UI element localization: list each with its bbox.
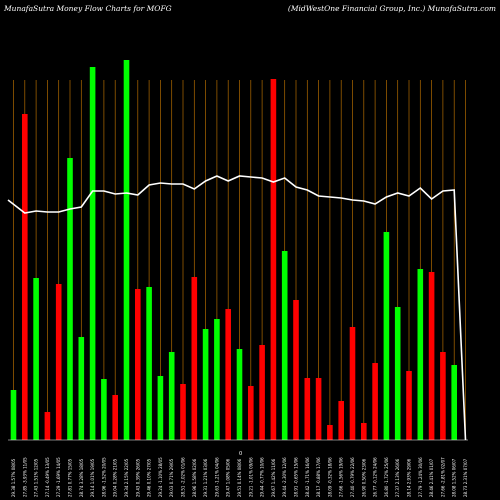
money-flow-bar (191, 277, 198, 440)
money-flow-bar (293, 300, 299, 440)
money-flow-bar (146, 287, 152, 440)
x-tick-label: 29.34 2.15% 22/05 (124, 458, 129, 497)
x-tick-label: 29.21 -1.01% 09/06 (248, 457, 253, 497)
money-flow-bar (327, 425, 333, 440)
x-tick-label: 29.46 0.10% 27/05 (147, 458, 152, 497)
money-flow-bar (315, 378, 322, 440)
money-flow-bar (361, 423, 367, 440)
money-flow-bar (417, 269, 424, 440)
money-flow-bar (451, 365, 457, 440)
money-flow-bar (67, 158, 73, 440)
x-tick-label: 27.79 -1.24% 30/06 (418, 457, 423, 497)
x-tick-label: 28.73 2.31% 07/07 (463, 458, 468, 497)
x-tick-label: 29.44 -2.30% 12/06 (282, 457, 287, 497)
money-flow-bar (259, 345, 265, 440)
money-flow-bar (428, 272, 435, 440)
x-tick-label: 27.66 -2.81% 02/07 (440, 457, 445, 497)
x-tick-label: 29.63 -1.21% 04/06 (214, 457, 219, 497)
price-line (7, 175, 467, 441)
center-marker: 0 (239, 451, 242, 457)
money-flow-bar (338, 401, 344, 440)
x-tick-label: 27.40 -0.79% 22/06 (350, 457, 355, 497)
money-flow-bar (349, 327, 356, 440)
x-tick-label: 29.51 0.14% 08/06 (237, 458, 242, 497)
x-tick-label: 26.80 -1.72% 25/06 (384, 457, 389, 497)
x-tick-label: 28.17 -0.88% 17/06 (316, 457, 321, 497)
money-flow-bar (270, 79, 277, 440)
x-tick-label: 27.14 -0.49% 13/05 (45, 457, 50, 497)
chart-title: MunafaSutra Money Flow Charts for MOFG (4, 4, 172, 13)
money-flow-bar (281, 251, 288, 440)
bars (10, 60, 457, 440)
money-flow-bar (55, 284, 62, 440)
x-tick-label: 27.81 0.77% 15/05 (68, 458, 73, 497)
x-tick-label: 28.42 -1.71% 16/06 (305, 457, 310, 497)
money-flow-bar (248, 386, 254, 440)
money-flow-bar (304, 378, 311, 440)
money-flow-bar (22, 114, 28, 440)
x-tick-label: 26.90 0.50% 23/06 (361, 458, 366, 497)
x-tick-label: 29.43 0.39% 26/05 (135, 458, 140, 497)
money-flow-bar (440, 352, 446, 440)
money-flow-bar (394, 307, 401, 440)
x-tick-label: 28.96 1.58% 02/06 (192, 458, 197, 497)
x-tick-label: 27.29 -1.69% 14/05 (56, 457, 61, 497)
money-flow-bar (168, 352, 175, 440)
money-flow-bar (10, 390, 17, 440)
money-flow-bar (236, 349, 243, 440)
x-tick-label: 28.51 -2.02% 01/06 (181, 457, 186, 497)
x-tick-labels: 29.38 1.57% 08/05 27.85 -3.93% 11/05 27.43… (11, 457, 468, 497)
money-flow-bar (372, 363, 378, 440)
x-tick-label: 26.77 -0.12% 24/06 (373, 457, 378, 497)
money-flow-bar (180, 384, 186, 440)
x-tick-label: 28.74 3.28% 18/05 (79, 458, 84, 497)
x-tick-label: 29.47 1.08% 05/06 (226, 458, 231, 497)
x-tick-label: 29.31 1.21% 03/06 (203, 458, 208, 497)
money-flow-bar (44, 412, 51, 440)
x-tick-label: 29.24 -1.10% 28/05 (158, 457, 163, 497)
money-flow-bar (202, 329, 209, 440)
x-tick-label: 29.38 1.57% 08/05 (11, 458, 16, 497)
money-flow-bar (225, 309, 231, 440)
x-tick-label: 29.44 -0.77% 10/06 (260, 457, 265, 497)
x-tick-label: 27.37 2.13% 26/06 (395, 458, 400, 497)
money-flow-bar (383, 232, 390, 440)
x-tick-label: 28.14 2.93% 29/06 (407, 458, 412, 497)
x-tick-label: 28.08 1.52% 06/07 (452, 458, 457, 497)
money-flow-bar (112, 395, 118, 440)
money-flow-bar (101, 379, 107, 440)
money-flow-bar (214, 319, 220, 440)
x-tick-label: 29.03 0.71% 29/05 (169, 458, 174, 497)
x-tick-label: 27.66 -1.56% 19/06 (339, 457, 344, 497)
x-tick-label: 29.14 1.01% 19/05 (90, 458, 95, 497)
x-tick-label: 28.91 -0.65% 15/06 (294, 457, 299, 497)
x-tick-label: 28.09 -0.32% 18/06 (327, 457, 332, 497)
x-tick-label: 27.43 1.51% 12/05 (34, 458, 39, 497)
x-tick-label: 28.96 -1.52% 20/05 (101, 457, 106, 497)
money-flow-bar (123, 60, 130, 440)
x-tick-label: 27.85 -3.93% 11/05 (22, 457, 27, 497)
x-tick-label: 28.46 2.41% 01/07 (429, 458, 434, 497)
x-tick-label: 29.67 1.42% 11/06 (271, 458, 276, 497)
money-flow-bar (135, 289, 141, 440)
money-flow-bar (78, 337, 85, 440)
chart-subtitle: (MidWestOne Financial Group, Inc.) Munaf… (287, 4, 496, 13)
x-tick-label: 29.04 0.28% 21/05 (113, 458, 118, 497)
money-flow-bar (33, 278, 39, 440)
money-flow-bar (406, 371, 412, 440)
money-flow-bar (157, 376, 164, 440)
money-flow-bar (89, 67, 96, 440)
